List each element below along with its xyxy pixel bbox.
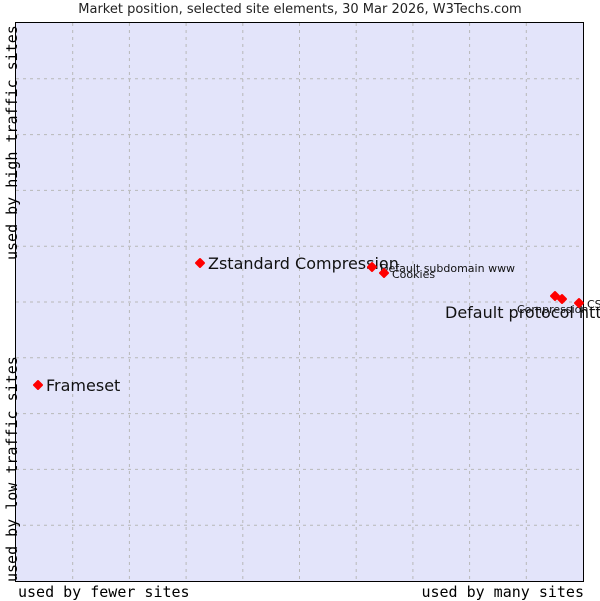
- chart-title: Market position, selected site elements,…: [78, 2, 522, 17]
- point-marker-icon: [557, 294, 567, 304]
- data-point[interactable]: Default protocol https: [445, 291, 600, 322]
- data-point[interactable]: Cookies: [379, 268, 435, 281]
- data-point[interactable]: Frameset: [33, 376, 120, 395]
- point-marker-icon: [379, 268, 389, 278]
- point-label: Default protocol https: [445, 303, 600, 322]
- y-axis-label-high: used by high traffic sites: [3, 25, 21, 260]
- point-marker-icon: [33, 380, 43, 390]
- data-point[interactable]: Zstandard Compression: [195, 254, 399, 273]
- data-point[interactable]: Default subdomain www: [367, 262, 515, 275]
- data-point[interactable]: Compression: [517, 294, 588, 316]
- point-label: Compression: [517, 303, 588, 316]
- point-marker-icon: [574, 298, 584, 308]
- point-marker-icon: [550, 291, 560, 301]
- x-axis-label-low: used by fewer sites: [18, 583, 190, 601]
- point-label: CSS: [587, 298, 600, 311]
- point-label: Cookies: [392, 268, 435, 281]
- point-label: Frameset: [46, 376, 120, 395]
- point-label: Zstandard Compression: [208, 254, 399, 273]
- point-marker-icon: [367, 262, 377, 272]
- point-marker-icon: [195, 258, 205, 268]
- point-label: Default subdomain www: [380, 262, 515, 275]
- y-axis-label-low: used by low traffic sites: [3, 356, 21, 582]
- data-point[interactable]: CSS: [574, 298, 600, 311]
- x-axis-label-high: used by many sites: [421, 583, 584, 601]
